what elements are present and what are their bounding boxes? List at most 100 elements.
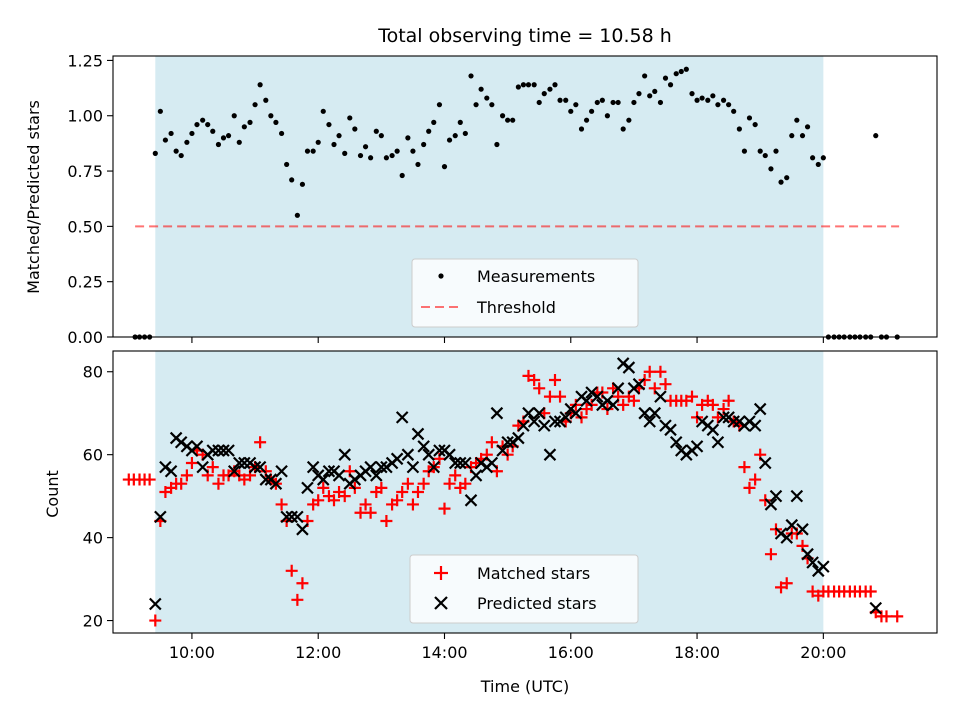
measurement-point bbox=[241, 124, 247, 130]
matched-star-point bbox=[438, 502, 451, 515]
matched-star-point bbox=[764, 548, 777, 561]
legend-threshold-label: Threshold bbox=[476, 298, 556, 317]
measurement-point bbox=[689, 91, 695, 97]
measurement-points bbox=[132, 66, 900, 340]
measurement-point bbox=[552, 82, 558, 88]
measurement-point bbox=[257, 82, 263, 88]
matched-star-point bbox=[364, 506, 377, 519]
predicted-star-point bbox=[537, 419, 551, 432]
measurement-point bbox=[441, 164, 448, 170]
y-tick-label: 40 bbox=[83, 529, 103, 548]
predicted-star-point bbox=[527, 415, 541, 428]
measurement-point bbox=[642, 73, 648, 79]
predicted-star-point bbox=[285, 510, 298, 524]
matched-star-point bbox=[338, 490, 351, 503]
measurement-point bbox=[662, 75, 669, 81]
predicted-star-point bbox=[206, 444, 220, 457]
matched-star-point bbox=[443, 477, 456, 490]
matched-star-point bbox=[185, 456, 198, 469]
measurement-point bbox=[315, 139, 321, 145]
measurement-point bbox=[162, 137, 169, 143]
measurement-point bbox=[873, 133, 879, 139]
measurement-point bbox=[278, 130, 285, 137]
measurement-point bbox=[399, 172, 405, 179]
measurement-point bbox=[510, 117, 516, 123]
measurement-point bbox=[731, 108, 737, 114]
predicted-star-point bbox=[512, 431, 525, 445]
matched-star-point bbox=[327, 494, 340, 507]
matched-star-point bbox=[780, 577, 793, 590]
matched-star-point bbox=[543, 390, 556, 403]
matched-star-point bbox=[617, 398, 630, 411]
y-tick-label: 0.25 bbox=[67, 273, 103, 292]
matched-star-point bbox=[143, 473, 156, 486]
measurement-point bbox=[673, 71, 679, 77]
predicted-star-point bbox=[259, 473, 273, 486]
measurement-point bbox=[757, 148, 763, 154]
predicted-star-point bbox=[622, 361, 636, 374]
measurement-point bbox=[342, 150, 348, 156]
ratio-legend: Measurements Threshold bbox=[411, 258, 639, 328]
measurement-point bbox=[610, 99, 616, 106]
predicted-star-point bbox=[669, 435, 683, 449]
predicted-star-point bbox=[758, 456, 772, 470]
predicted-star-point bbox=[569, 406, 583, 420]
predicted-star-point bbox=[485, 456, 499, 470]
measurement-point bbox=[357, 152, 364, 159]
measurement-point bbox=[773, 148, 779, 154]
predicted-star-point bbox=[753, 402, 767, 416]
matched-star-point bbox=[738, 461, 751, 474]
matched-star-point bbox=[291, 593, 304, 606]
measurement-point bbox=[173, 148, 179, 154]
matched-star-point bbox=[880, 610, 893, 623]
measurement-point bbox=[499, 113, 506, 119]
predicted-star-point bbox=[706, 423, 720, 437]
measurement-point bbox=[178, 152, 184, 159]
measurement-point bbox=[373, 128, 379, 134]
measurement-point bbox=[626, 117, 632, 123]
measurement-point bbox=[326, 121, 332, 128]
measurement-point bbox=[225, 133, 232, 139]
measurement-point bbox=[720, 97, 727, 103]
count-y-axis-label: Count bbox=[43, 470, 62, 518]
measurement-point bbox=[473, 102, 479, 108]
count-legend: Matched stars Predicted stars bbox=[409, 554, 639, 624]
matched-star-point bbox=[722, 394, 735, 407]
matched-star-point bbox=[706, 398, 719, 411]
predicted-star-point bbox=[427, 460, 441, 474]
matched-star-point bbox=[459, 477, 472, 490]
y-tick-label: 60 bbox=[83, 446, 103, 465]
measurement-point bbox=[515, 84, 521, 90]
x-tick-label: 20:00 bbox=[800, 643, 846, 662]
predicted-star-point bbox=[580, 394, 593, 408]
predicted-star-point bbox=[664, 423, 677, 437]
predicted-star-point bbox=[654, 390, 667, 403]
measurement-point bbox=[405, 135, 411, 141]
measurement-point bbox=[304, 148, 311, 154]
measurement-point bbox=[762, 152, 768, 159]
measurement-point bbox=[457, 119, 463, 125]
measurement-point bbox=[494, 141, 500, 148]
predicted-star-point bbox=[490, 406, 504, 420]
predicted-star-point bbox=[154, 510, 167, 524]
predicted-star-point bbox=[785, 518, 799, 532]
measurement-point bbox=[768, 166, 774, 172]
measurement-point bbox=[726, 102, 732, 108]
measurement-point bbox=[752, 121, 758, 128]
predicted-star-point bbox=[611, 382, 625, 395]
ratio-legend-box bbox=[411, 258, 639, 328]
matched-star-point bbox=[285, 564, 298, 577]
matched-star-point bbox=[180, 469, 193, 482]
measurement-point bbox=[289, 177, 295, 183]
predicted-star-point bbox=[806, 556, 819, 569]
measurement-point bbox=[336, 133, 342, 139]
measurement-point bbox=[236, 139, 242, 145]
matched-star-point bbox=[654, 365, 667, 378]
measurement-point bbox=[694, 97, 700, 103]
matched-star-point bbox=[391, 494, 404, 507]
x-tick-label: 18:00 bbox=[674, 643, 720, 662]
count-legend-box bbox=[409, 554, 639, 624]
predicted-star-point bbox=[780, 531, 794, 544]
measurement-point bbox=[210, 128, 216, 134]
